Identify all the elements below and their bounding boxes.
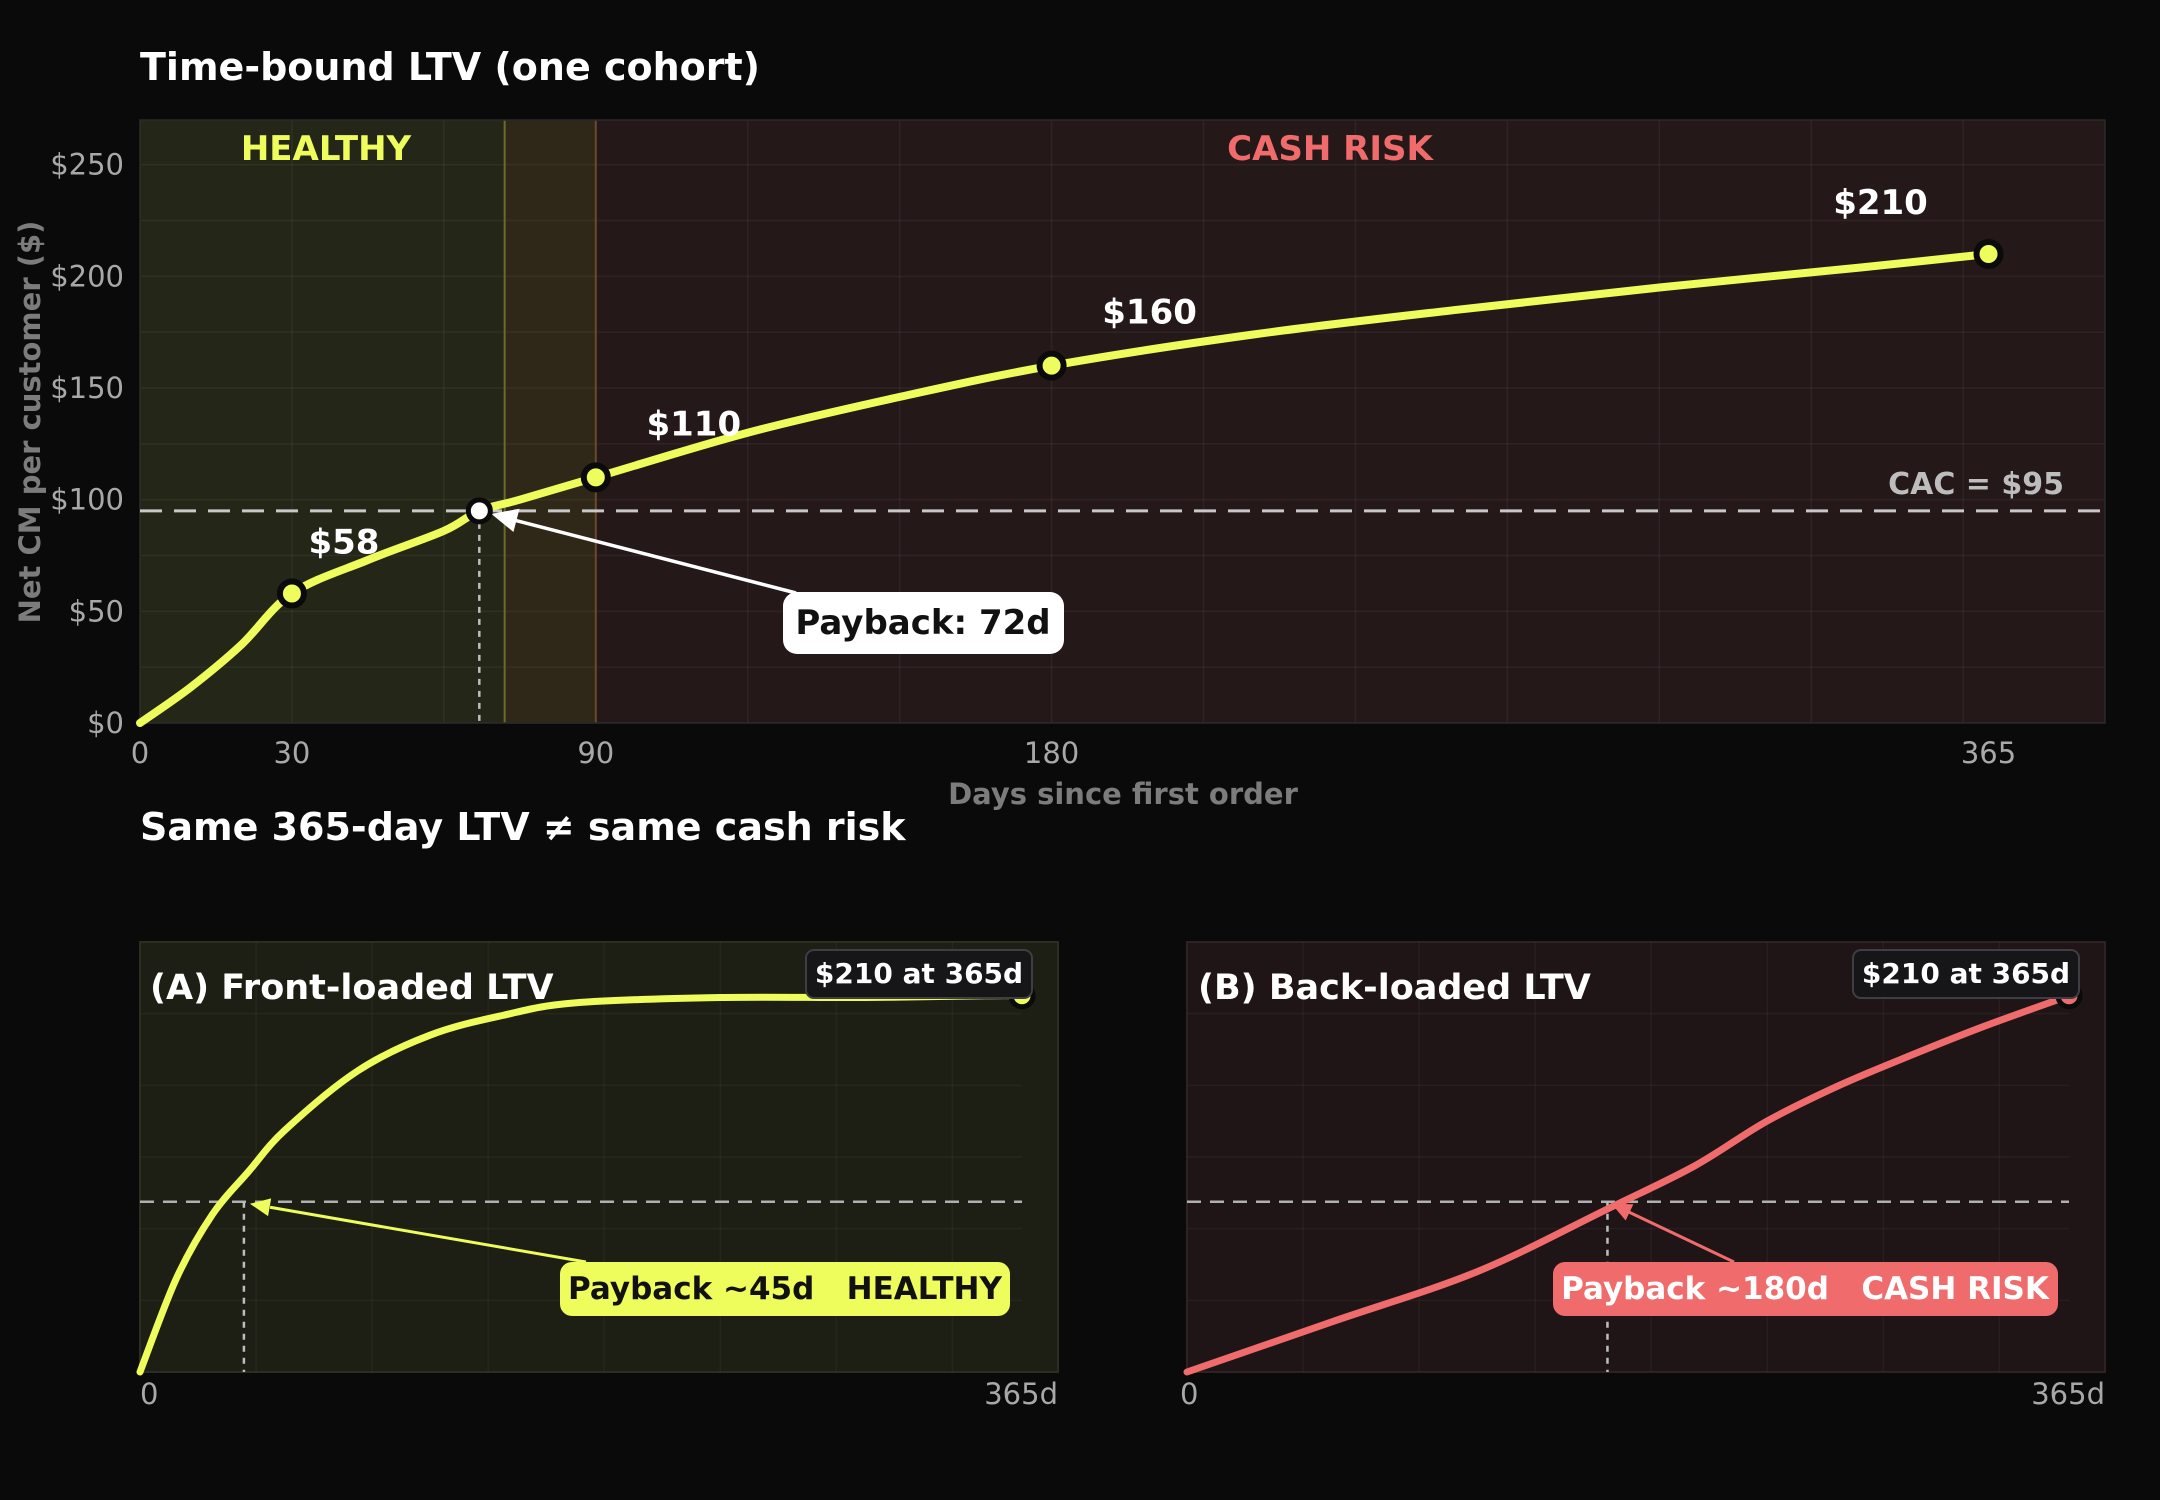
zone-label-healthy: HEALTHY [241,129,412,169]
x-tick-label: 365 [1961,736,2016,770]
x-tick-label: 30 [273,736,310,770]
panel-b-payback-callout-text: Payback ~180d CASH RISK [1561,1271,2050,1307]
panel-b-x-tick-end: 365d [2031,1377,2105,1411]
y-axis-label: Net CM per customer ($) [13,221,47,624]
x-axis-label: Days since first order [948,777,1298,811]
milestone-marker [1036,350,1067,381]
milestone-label: $110 [646,404,741,444]
payback-point [465,497,493,525]
zone-transition [504,120,596,723]
y-tick-label: $250 [50,148,124,182]
panel-b-payback-arrowhead [1611,1203,1634,1221]
panel-a-payback-arrowhead [249,1198,272,1217]
y-tick-label: $150 [50,371,124,405]
payback-arrowhead [491,508,520,532]
plot-frame [139,119,2106,724]
payback-arrow [508,517,797,595]
milestone-labels: $58 $110 $160 $210 [308,183,1927,562]
payback-callout-text: Payback: 72d [795,603,1050,643]
y-axis-ticks: $0 $50 $100 $150 $200 $250 [50,148,124,740]
y-tick-label: $50 [69,594,124,628]
milestone-marker [580,462,611,493]
y-tick-label: $0 [87,706,124,740]
section-subtitle: Same 365-day LTV ≠ same cash risk [140,805,906,849]
main-chart-title: Time-bound LTV (one cohort) [140,45,760,89]
panel-b-payback-arrow [1618,1205,1735,1264]
panel-a-payback-arrow [269,1205,587,1264]
panel-a-x-tick-start: 0 [140,1377,158,1411]
panel-a-endpoint-badge-text: $210 at 365d [815,957,1023,990]
payback-callout-box [783,592,1064,654]
cac-label: CAC = $95 [1888,467,2064,502]
milestone-markers [276,239,2004,609]
zone-label-cash-risk: CASH RISK [1227,129,1434,169]
panel-b-ltv-curve [1183,992,2073,1376]
gridlines [139,120,2105,724]
zone-backgrounds [140,120,2105,723]
panel-b-title: (B) Back-loaded LTV [1198,968,1591,1008]
panel-b-payback-callout [1553,1262,2058,1316]
zone-borders [139,119,2106,724]
milestone-label: $58 [308,522,379,562]
x-axis-ticks: 0 30 90 180 365 [131,736,2016,770]
panel-a-payback-callout [560,1262,1010,1316]
x-tick-label: 90 [577,736,614,770]
zone-healthy [140,120,505,723]
panel-a-endpoint-badge [805,949,1033,999]
x-tick-label: 180 [1024,736,1079,770]
panel-b-x-tick-start: 0 [1180,1377,1198,1411]
milestone-label: $160 [1102,293,1197,333]
panel-a-title: (A) Front-loaded LTV [150,968,554,1008]
x-tick-label: 0 [131,736,149,770]
panel-b-endpoint-badge [1852,949,2080,999]
panel-a-x-tick-end: 365d [984,1377,1058,1411]
milestone-marker [1973,239,2004,269]
milestone-marker [276,578,307,609]
milestone-label: $210 [1833,183,1928,223]
y-tick-label: $100 [50,483,124,517]
ltv-curve [136,250,1993,727]
y-tick-label: $200 [50,259,124,293]
panel-a-payback-callout-text: Payback ~45d HEALTHY [568,1271,1002,1307]
panel-b-endpoint-badge-text: $210 at 365d [1862,957,2070,990]
